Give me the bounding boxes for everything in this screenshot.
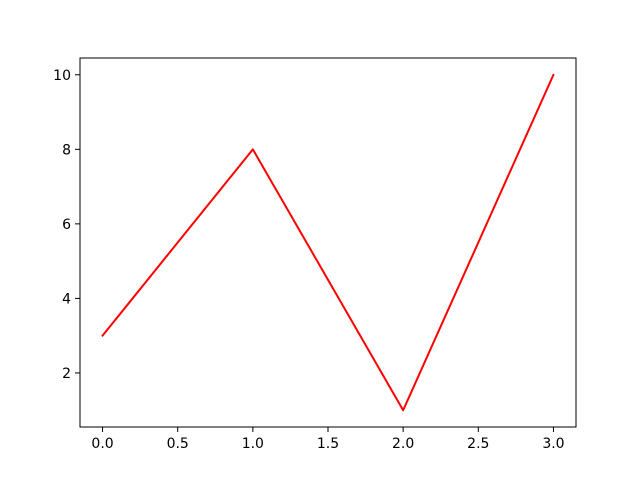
x-tick-label: 2.5 [467,436,489,452]
x-tick-label: 3.0 [542,436,564,452]
x-tick-label: 0.0 [91,436,113,452]
y-tick-label: 2 [62,366,71,382]
y-tick-label: 4 [62,291,71,307]
plot-border [79,57,577,428]
y-tick-label: 8 [62,142,71,158]
x-tick-label: 1.5 [317,436,339,452]
y-tick-label: 6 [62,217,71,233]
x-tick-label: 0.5 [167,436,189,452]
data-line-series-1 [101,73,555,412]
x-tick-label: 2.0 [392,436,414,452]
y-tick-label: 10 [53,68,71,84]
x-tick-label: 1.0 [242,436,264,452]
